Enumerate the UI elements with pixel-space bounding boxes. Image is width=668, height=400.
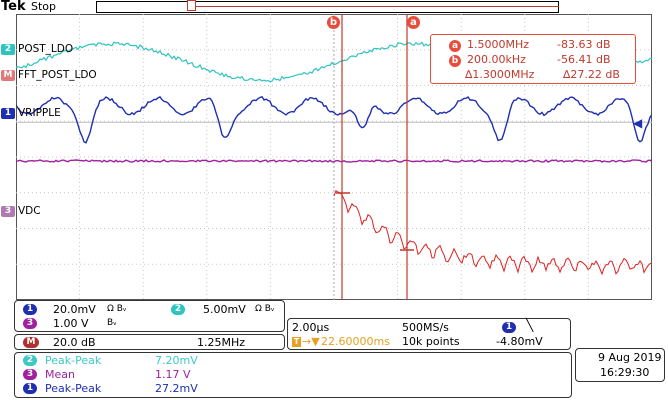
time-text: 16:29:30	[600, 366, 650, 379]
ch1-label: VRIPPLE	[18, 107, 61, 119]
trigger-position: 22.60000ms	[321, 335, 390, 348]
record-length: 10k points	[402, 335, 460, 348]
ch1-badge[interactable]: 1	[1, 108, 15, 119]
measurement-channel-badge: 3	[23, 369, 37, 380]
measurement-channel-badge: 1	[23, 383, 37, 394]
trigger-slope-icon: ╲	[526, 318, 534, 332]
ch1-bw-icon: Ω Bᵥ	[107, 304, 127, 314]
measurement-name: Peak-Peak	[45, 354, 102, 367]
cursor-delta-freq: ∆1.3000MHz	[465, 68, 535, 81]
cursor-a-tag[interactable]: a	[407, 16, 420, 29]
cursor-delta-level: ∆27.22 dB	[563, 68, 620, 81]
cursor-b-icon: b	[449, 55, 461, 67]
ch3-badge[interactable]: 3	[1, 206, 15, 217]
record-view-line	[189, 6, 559, 7]
ch2-bw-icon: Ω Bᵥ	[255, 304, 275, 314]
trigger-level: -4.80mV	[496, 335, 543, 348]
math-scale-badge: M	[23, 337, 39, 348]
date-text: 9 Aug 2019	[598, 351, 662, 364]
measurement-value: 7.20mV	[155, 354, 198, 367]
cursor-b-freq: 200.00kHz	[467, 53, 526, 66]
trigger-source-badge: 1	[502, 322, 516, 333]
ch1-scale-badge: 1	[23, 304, 37, 315]
top-bar: Tek Stop	[0, 0, 668, 14]
ch3-label: VDC	[18, 205, 41, 217]
ch2-badge[interactable]: 2	[1, 44, 15, 55]
cursor-a-level: -83.63 dB	[557, 38, 611, 51]
ch2-scale-badge: 2	[171, 304, 185, 315]
ch3-scale-badge: 3	[23, 318, 37, 329]
ch2-label: POST_LDO	[18, 43, 74, 55]
ch3-waveform	[16, 159, 652, 163]
measurement-value: 27.2mV	[155, 382, 198, 395]
math-scale: 20.0 dB	[53, 336, 96, 349]
cursor-a-row: a 1.5000MHz	[449, 38, 529, 52]
record-view-bar[interactable]	[96, 1, 559, 13]
measurement-channel-badge: 2	[23, 355, 37, 366]
cursor-a-freq: 1.5000MHz	[467, 38, 530, 51]
math-badge[interactable]: M	[1, 70, 15, 81]
trigger-position-icon: T	[292, 337, 301, 347]
time-per-div: 2.00µs	[292, 321, 330, 334]
ch2-scale: 5.00mV	[203, 303, 246, 316]
timebase-panel[interactable]: 2.00µs 500MS/s 1 ╲ T →▼ 22.60000ms 10k p…	[287, 318, 571, 350]
cursor-a-icon: a	[449, 40, 461, 52]
channel-scale-panel[interactable]: 1 20.0mV Ω Bᵥ 2 5.00mV Ω Bᵥ 3 1.00 V Bᵥ	[14, 300, 285, 332]
measurement-panel[interactable]: 2 Peak-Peak 7.20mV 3 Mean 1.17 V 1 Peak-Peak 27.…	[14, 352, 572, 398]
math-fft-waveform	[333, 190, 652, 276]
cursor-b-row: b 200.00kHz	[449, 53, 526, 67]
measurement-value: 1.17 V	[155, 368, 191, 381]
ch1-scale: 20.0mV	[53, 303, 96, 316]
brand-logo: Tek	[1, 0, 26, 14]
sample-rate: 500MS/s	[402, 321, 449, 334]
math-label: FFT_POST_LDO	[18, 69, 97, 81]
cursor-b-tag[interactable]: b	[327, 16, 340, 29]
datetime-panel: 9 Aug 2019 16:29:30	[575, 348, 665, 382]
cursor-readout: a 1.5000MHz -83.63 dB b 200.00kHz -56.41 d…	[430, 34, 636, 84]
acquisition-status: Stop	[31, 0, 57, 13]
ch1-waveform	[16, 95, 652, 144]
math-scale-panel[interactable]: M 20.0 dB 1.25MHz	[14, 334, 285, 350]
record-window-marker[interactable]	[187, 0, 196, 11]
measurement-name: Mean	[45, 368, 75, 381]
measurement-name: Peak-Peak	[45, 382, 102, 395]
trigger-arrow-icon: →▼	[302, 335, 320, 348]
ch1-offset-arrow-icon[interactable]: ◀	[633, 116, 643, 130]
ch3-bw-icon: Bᵥ	[107, 318, 117, 328]
math-span: 1.25MHz	[197, 336, 246, 349]
cursor-b-level: -56.41 dB	[557, 53, 611, 66]
ch3-scale: 1.00 V	[53, 317, 89, 330]
